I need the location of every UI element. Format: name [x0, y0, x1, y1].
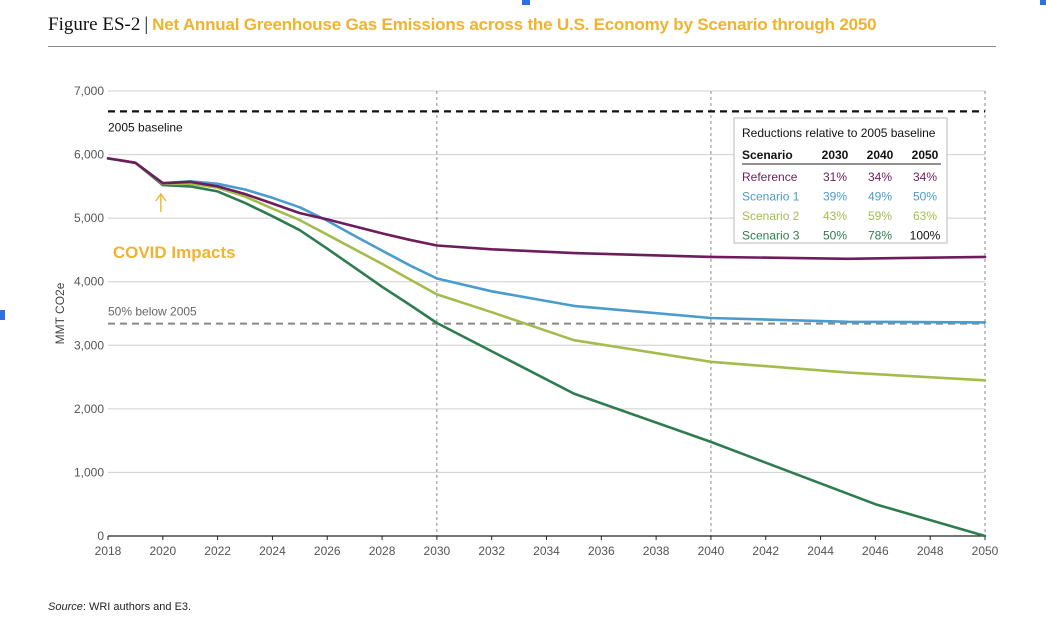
- selection-marker-left: [0, 310, 5, 320]
- table-cell-scenario-2-2030: 43%: [823, 209, 847, 223]
- x-tick-label-2024: 2024: [259, 544, 286, 558]
- y-tick-label-0: 0: [97, 529, 104, 543]
- figure-header: Figure ES-2 | Net Annual Greenhouse Gas Em…: [48, 12, 996, 47]
- figure-label-row: Figure ES-2 | Net Annual Greenhouse Gas Em…: [48, 14, 877, 36]
- selection-marker-corner: [1040, 0, 1046, 5]
- x-tick-label-2048: 2048: [917, 544, 944, 558]
- y-tick-label-6000: 6,000: [74, 148, 104, 162]
- source-label: Source: [48, 601, 83, 613]
- table-cell-scenario-1-2050: 50%: [913, 190, 937, 204]
- figure-label: Figure ES-2: [48, 14, 141, 35]
- x-tick-label-2038: 2038: [643, 544, 670, 558]
- x-tick-label-2040: 2040: [698, 544, 725, 558]
- x-tick-label-2036: 2036: [588, 544, 615, 558]
- table-header-scenario: Scenario: [742, 148, 793, 162]
- table-row-name-reference: Reference: [742, 170, 798, 184]
- x-tick-label-2028: 2028: [369, 544, 396, 558]
- covid-impacts-label: COVID Impacts: [113, 243, 236, 262]
- reductions-table-box: [733, 117, 948, 244]
- y-axis-label: MMT CO2e: [53, 282, 67, 344]
- table-cell-scenario-2-2040: 59%: [868, 209, 892, 223]
- table-cell-scenario-3-2050: 100%: [910, 229, 941, 243]
- x-tick-label-2018: 2018: [95, 544, 122, 558]
- table-row-name-scenario-1: Scenario 1: [742, 190, 800, 204]
- y-tick-label-4000: 4,000: [74, 275, 104, 289]
- x-tick-label-2032: 2032: [478, 544, 505, 558]
- y-tick-label-7000: 7,000: [74, 84, 104, 98]
- half-baseline-label: 50% below 2005: [108, 305, 197, 319]
- figure-separator: |: [144, 14, 149, 35]
- x-tick-label-2026: 2026: [314, 544, 341, 558]
- series-line-scenario-2: [106, 157, 987, 382]
- x-tick-label-2034: 2034: [533, 544, 560, 558]
- table-row-name-scenario-2: Scenario 2: [742, 209, 800, 223]
- table-cell-reference-2030: 31%: [823, 170, 847, 184]
- table-cell-scenario-3-2030: 50%: [823, 229, 847, 243]
- table-cell-reference-2040: 34%: [868, 170, 892, 184]
- x-tick-label-2022: 2022: [204, 544, 231, 558]
- table-row-name-scenario-3: Scenario 3: [742, 229, 800, 243]
- x-tick-label-2030: 2030: [424, 544, 451, 558]
- x-tick-label-2044: 2044: [807, 544, 834, 558]
- table-cell-scenario-3-2040: 78%: [868, 229, 892, 243]
- table-cell-scenario-2-2050: 63%: [913, 209, 937, 223]
- source-note: Source: WRI authors and E3.: [48, 601, 191, 613]
- selection-marker-top: [522, 0, 530, 5]
- x-tick-label-2046: 2046: [862, 544, 889, 558]
- table-header-2030: 2030: [822, 148, 849, 162]
- series-line-scenario-3: [106, 157, 987, 538]
- figure-title: Net Annual Greenhouse Gas Emissions acro…: [152, 15, 877, 34]
- series-line-reference: [106, 157, 987, 261]
- x-tick-label-2042: 2042: [752, 544, 779, 558]
- table-header-2040: 2040: [867, 148, 894, 162]
- y-tick-label-2000: 2,000: [74, 402, 104, 416]
- source-text: : WRI authors and E3.: [82, 601, 192, 613]
- table-cell-reference-2050: 34%: [913, 170, 937, 184]
- y-tick-label-1000: 1,000: [74, 465, 104, 479]
- baseline-2005-label: 2005 baseline: [108, 120, 183, 134]
- reductions-table-title: Reductions relative to 2005 baseline: [742, 126, 936, 140]
- x-tick-label-2050: 2050: [972, 544, 999, 558]
- table-header-2050: 2050: [912, 148, 939, 162]
- y-tick-label-3000: 3,000: [74, 338, 104, 352]
- table-cell-scenario-1-2040: 49%: [868, 190, 892, 204]
- y-tick-label-5000: 5,000: [74, 211, 104, 225]
- covid-arrow-head: [155, 192, 167, 202]
- table-cell-scenario-1-2030: 39%: [823, 190, 847, 204]
- x-tick-label-2020: 2020: [149, 544, 176, 558]
